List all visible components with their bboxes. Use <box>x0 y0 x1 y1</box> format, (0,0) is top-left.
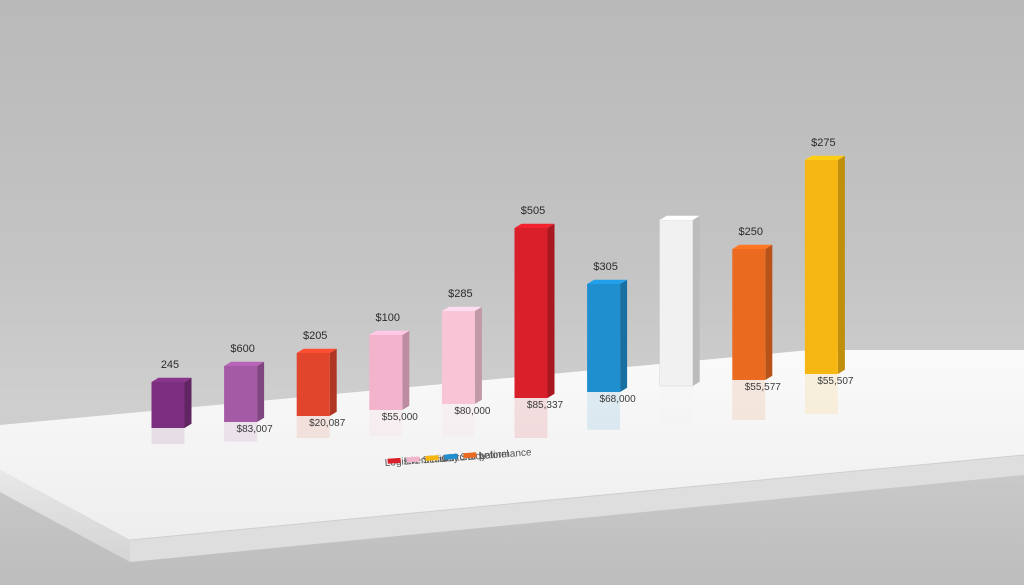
bar-side <box>620 279 628 392</box>
bar-8 <box>659 215 700 426</box>
legend-swatch <box>406 456 420 463</box>
bar-reflection <box>514 398 548 438</box>
platform-front <box>0 470 130 562</box>
bar-side <box>402 330 410 410</box>
legend-swatch <box>387 457 401 464</box>
bar-front <box>151 382 185 428</box>
bar-value-label: $100 <box>376 312 400 324</box>
bar-reflection <box>369 410 403 437</box>
bar-2: $600 $83,007 <box>224 343 273 442</box>
bar-value-label: $250 <box>739 226 763 238</box>
legend-swatch <box>463 452 477 459</box>
bar-top <box>804 155 845 160</box>
bar-top <box>659 215 700 220</box>
bar-front <box>441 311 475 404</box>
bar-9: $250 $55,577 <box>732 226 781 420</box>
bar-sub-label: $83,007 <box>237 424 274 435</box>
legend: LogisticEventialiseSecurityCultural pefo… <box>384 447 532 469</box>
bar-top <box>514 223 555 228</box>
bar-front <box>659 219 694 387</box>
bar-reflection <box>441 404 475 437</box>
bar-sub-label: $80,000 <box>454 406 491 417</box>
bar-5: $285 $80,000 <box>441 288 491 437</box>
bar-sub-label: $20,087 <box>309 418 346 429</box>
bar-sub-label: $55,000 <box>382 412 419 423</box>
bar-reflection <box>587 392 621 430</box>
legend-swatch <box>425 455 439 462</box>
legend-item-5: Study <box>460 451 486 464</box>
bar-side <box>692 215 700 386</box>
bar-top <box>151 377 192 382</box>
bar-front <box>587 284 621 392</box>
bar-front <box>732 249 766 380</box>
bar-top <box>369 330 410 335</box>
platform-top <box>0 350 1024 540</box>
bar-side <box>837 155 845 374</box>
bar-value-label: $505 <box>521 205 545 217</box>
bar-front <box>296 353 330 416</box>
bar-value-label: $305 <box>593 261 617 273</box>
platform-edge <box>130 455 1024 562</box>
bar-front <box>804 160 838 374</box>
bar-reflection <box>659 386 693 426</box>
bar-value-label: $205 <box>303 330 327 342</box>
platform-rim <box>129 454 1024 541</box>
bar-value-label: $285 <box>448 288 472 300</box>
platform <box>0 350 1024 562</box>
bar-top <box>587 279 628 284</box>
bar-value-label: $275 <box>811 137 835 149</box>
bar-sub-label: $55,507 <box>817 376 854 387</box>
bar-reflection <box>296 416 330 439</box>
bar-top <box>441 306 482 311</box>
bar-value-label: $600 <box>230 343 254 355</box>
bar-3: $205 $20,087 <box>296 330 346 439</box>
bar-side <box>329 348 337 416</box>
legend-item-6: Latinel <box>479 449 509 462</box>
bar-reflection <box>151 428 185 445</box>
bar-sub-label: $68,000 <box>600 394 637 405</box>
bar-front <box>514 228 548 398</box>
bars-group: 245 $600 $83,007 $205 $20,087 $100 $55,000 $285… <box>151 137 854 445</box>
bar-side <box>765 244 773 380</box>
bar-reflection <box>224 422 258 442</box>
bar-reflection <box>732 380 766 420</box>
bar-side <box>257 361 265 422</box>
bar-side <box>474 306 482 404</box>
bar-top <box>224 361 265 366</box>
bar-front <box>369 335 403 410</box>
bar-4: $100 $55,000 <box>369 312 419 437</box>
bar-10: $275 $55,507 <box>804 137 854 414</box>
bar-reflection <box>804 374 838 414</box>
bar-6: $505 $85,337 <box>514 205 564 438</box>
legend-swatch <box>444 453 458 460</box>
bar-sub-label: $85,337 <box>527 400 564 411</box>
bar-sub-label: $55,577 <box>745 382 782 393</box>
bar-top <box>732 244 773 249</box>
bar-side <box>547 223 555 398</box>
bar-7: $305 $68,000 <box>587 261 636 430</box>
bar-top <box>296 348 337 353</box>
bar-side <box>184 377 192 428</box>
legend-label: Latinel <box>479 449 509 462</box>
bar-front <box>224 366 258 422</box>
bar-value-label: 245 <box>161 359 179 371</box>
bar-1: 245 <box>151 359 192 445</box>
